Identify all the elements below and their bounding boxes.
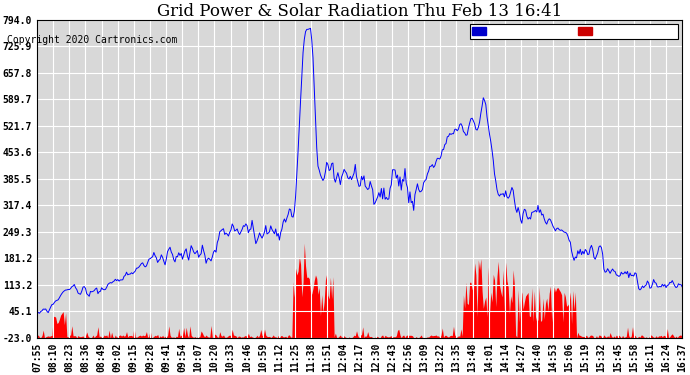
Text: Copyright 2020 Cartronics.com: Copyright 2020 Cartronics.com [7, 35, 177, 45]
Legend: Radiation (w/m2), Grid (AC Watts): Radiation (w/m2), Grid (AC Watts) [470, 24, 678, 39]
Title: Grid Power & Solar Radiation Thu Feb 13 16:41: Grid Power & Solar Radiation Thu Feb 13 … [157, 3, 562, 20]
